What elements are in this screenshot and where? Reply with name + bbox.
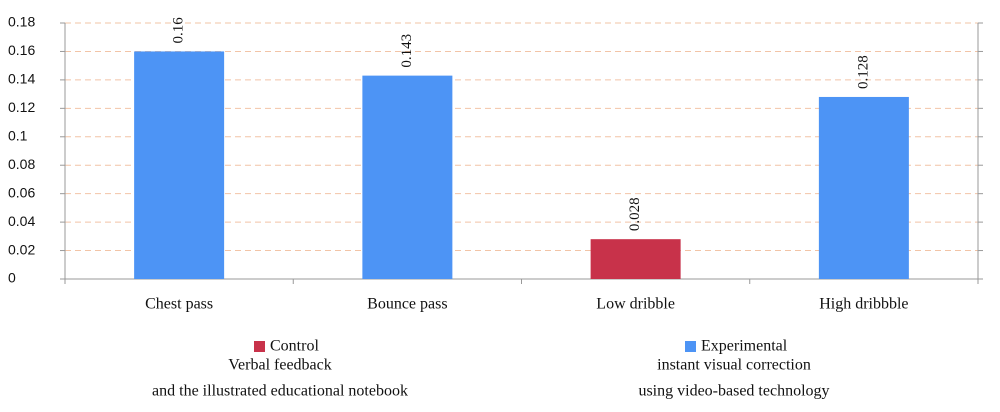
legend-label: Experimental	[701, 338, 788, 355]
x-tick-label: Bounce pass	[367, 296, 447, 313]
bar	[590, 239, 681, 279]
value-label: 0.028	[627, 197, 643, 231]
legend-swatch	[254, 341, 265, 352]
legend-description: and the illustrated educational notebook	[152, 383, 408, 400]
y-tick-label: 0.06	[8, 184, 35, 200]
legend-description: using video-based technology	[638, 383, 829, 400]
y-tick-label: 0.16	[8, 42, 35, 58]
bar	[818, 96, 909, 279]
y-tick-label: 0.02	[8, 241, 35, 257]
legend-description: Verbal feedback	[228, 357, 332, 374]
y-tick-label: 0	[8, 270, 16, 286]
x-tick-label: High dribbble	[819, 296, 908, 313]
y-tick-label: 0.18	[8, 14, 35, 30]
y-tick-label: 0.12	[8, 99, 35, 115]
value-label: 0.16	[171, 17, 187, 44]
value-label: 0.143	[399, 34, 415, 68]
bar	[134, 51, 225, 279]
y-tick-label: 0.14	[8, 71, 35, 87]
bar	[362, 75, 453, 279]
value-label: 0.128	[855, 55, 871, 89]
legend-description: instant visual correction	[657, 357, 811, 374]
legend-label: Control	[270, 338, 319, 355]
x-tick-label: Chest pass	[145, 296, 213, 313]
y-tick-label: 0.04	[8, 213, 35, 229]
y-tick-label: 0.08	[8, 156, 35, 172]
x-tick-label: Low dribble	[596, 296, 675, 313]
legend-swatch	[685, 341, 696, 352]
y-tick-label: 0.1	[8, 127, 28, 143]
